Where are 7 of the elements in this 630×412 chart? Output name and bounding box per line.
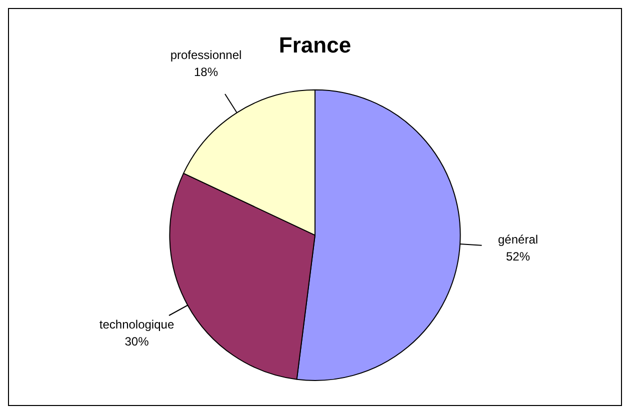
- chart-title: France: [278, 32, 352, 58]
- slice-label: technologique: [99, 318, 174, 332]
- legend-label: général: [498, 232, 538, 246]
- data-label: 52%: [506, 249, 530, 264]
- data-label: 18%: [194, 64, 218, 79]
- data-label: 30%: [124, 334, 150, 349]
- slice-label: professionnel: [170, 48, 242, 62]
